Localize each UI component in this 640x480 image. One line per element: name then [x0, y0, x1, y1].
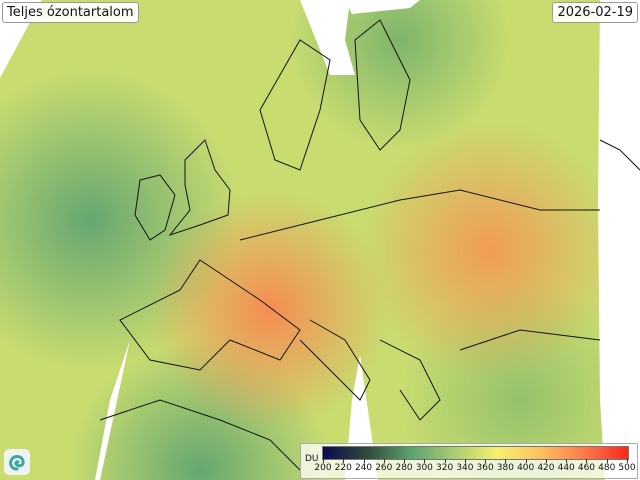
colorbar-tick: [606, 459, 608, 463]
swirl-logo-icon: [4, 449, 30, 475]
colorbar-tick: [525, 459, 527, 463]
colorbar-tick-label: 500: [618, 463, 636, 473]
unit-label: DU: [305, 454, 319, 464]
colorbar-tick: [485, 459, 487, 463]
colorbar-tick-label: 440: [557, 463, 575, 473]
colorbar-legend: DU 200 220 240 260 280 300 320 340 360 380 400 420 4…: [300, 443, 638, 479]
colorbar-tick-label: 400: [517, 463, 535, 473]
colorbar-tick: [343, 459, 345, 463]
colorbar-tick-label: 340: [456, 463, 474, 473]
colorbar-tick: [464, 459, 466, 463]
colorbar-tick-label: 200: [314, 463, 332, 473]
colorbar-tick: [383, 459, 385, 463]
map-title: Teljes ózontartalom: [2, 2, 139, 23]
colorbar-tick: [505, 459, 507, 463]
coastlines: [99, 19, 640, 471]
colorbar-tick-label: 300: [415, 463, 433, 473]
colorbar-tick-label: 220: [334, 463, 352, 473]
colorbar-tick-label: 380: [496, 463, 514, 473]
colorbar-tick: [566, 459, 568, 463]
colorbar: [322, 446, 629, 460]
colorbar-tick-label: 240: [354, 463, 373, 473]
colorbar-tick: [627, 459, 628, 463]
colorbar-tick: [424, 459, 426, 463]
colorbar-tick-label: 460: [577, 463, 596, 473]
colorbar-tick: [404, 459, 406, 463]
colorbar-tick: [363, 459, 365, 463]
colorbar-tick-label: 360: [476, 463, 494, 473]
colorbar-tick-label: 280: [395, 463, 413, 473]
colorbar-tick: [545, 459, 547, 463]
colorbar-tick: [323, 459, 324, 463]
colorbar-tick: [444, 459, 446, 463]
colorbar-tick-label: 260: [375, 463, 393, 473]
colorbar-tick-label: 420: [537, 463, 555, 473]
colorbar-tick-label: 320: [436, 463, 454, 473]
colorbar-tick: [586, 459, 588, 463]
map-date: 2026-02-19: [552, 2, 638, 23]
colorbar-tick-label: 480: [598, 463, 616, 473]
